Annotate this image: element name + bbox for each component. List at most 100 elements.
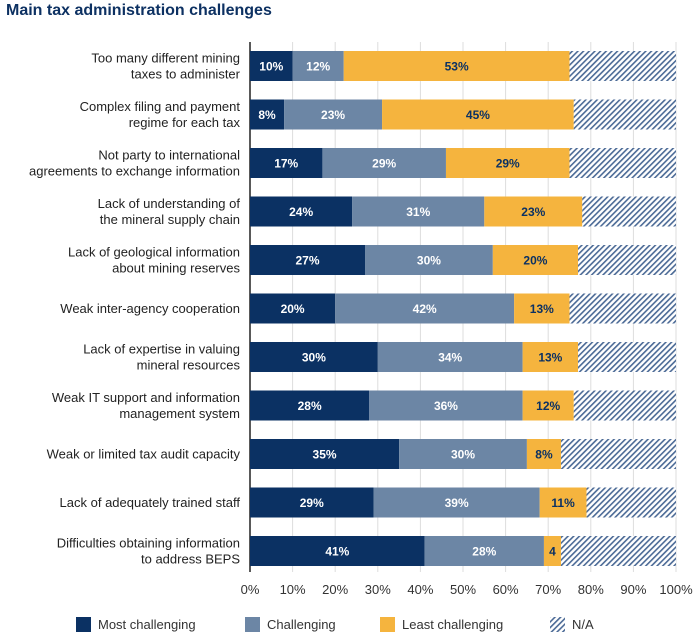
x-tick-label: 0%: [241, 582, 260, 597]
x-tick-label: 80%: [578, 582, 604, 597]
category-label: Weak inter-agency cooperation: [60, 301, 240, 316]
bar-segment: [424, 536, 544, 566]
data-label: 13%: [538, 351, 562, 365]
x-tick-label: 90%: [620, 582, 646, 597]
x-tick-label: 100%: [659, 582, 693, 597]
data-label: 28%: [472, 545, 496, 559]
category-label: Lack of geological information: [68, 245, 240, 260]
bar-segment: [250, 536, 425, 566]
bar-segment: [569, 293, 676, 324]
category-label: Lack of expertise in valuing: [83, 342, 240, 357]
data-label: 20%: [281, 302, 305, 316]
bar-segment: [250, 390, 370, 421]
bar-segment: [250, 51, 293, 81]
data-label: 29%: [496, 157, 520, 171]
legend-swatch: [550, 617, 565, 632]
bar-segment: [526, 439, 561, 469]
legend-label: Most challenging: [98, 617, 196, 632]
category-label: Difficulties obtaining information: [57, 536, 240, 551]
data-label: 45%: [466, 108, 490, 122]
data-label: 29%: [372, 157, 396, 171]
data-label: 30%: [417, 254, 441, 268]
bar-segment: [560, 439, 676, 469]
category-label: Lack of understanding of: [98, 196, 241, 211]
bar-segment: [492, 245, 579, 275]
x-tick-label: 60%: [493, 582, 519, 597]
bar-segment: [250, 293, 336, 324]
bar-segment: [569, 148, 676, 178]
data-label: 13%: [530, 302, 554, 316]
x-tick-label: 10%: [280, 582, 306, 597]
category-label: regime for each tax: [129, 115, 241, 130]
x-tick-label: 40%: [407, 582, 433, 597]
x-tick-label: 30%: [365, 582, 391, 597]
bar-segment: [569, 51, 676, 81]
bar-segment: [250, 342, 378, 372]
bar-segment: [382, 99, 574, 130]
bar-segment: [399, 439, 527, 469]
data-label: 29%: [300, 496, 324, 510]
data-label: 17%: [274, 157, 298, 171]
legend-swatch: [245, 617, 260, 632]
data-label: 34%: [438, 351, 462, 365]
bar-segment: [250, 99, 285, 130]
category-label: the mineral supply chain: [100, 212, 240, 227]
bar-segment: [373, 487, 540, 518]
category-label: Not party to international: [98, 148, 240, 163]
data-label: 53%: [445, 60, 469, 74]
data-label: 12%: [536, 399, 560, 413]
bar-segment: [578, 245, 676, 275]
data-label: 39%: [445, 496, 469, 510]
bar-segment: [250, 439, 400, 469]
category-label: about mining reserves: [112, 261, 240, 276]
bar-segment: [514, 293, 570, 324]
category-label: Too many different mining: [91, 51, 240, 66]
category-label: management system: [119, 406, 240, 421]
data-label: 12%: [306, 60, 330, 74]
category-label: to address BEPS: [141, 552, 240, 567]
legend-label: Challenging: [267, 617, 336, 632]
bar-segment: [573, 99, 676, 130]
category-label: Weak or limited tax audit capacity: [47, 447, 241, 462]
bar-segment: [292, 51, 344, 81]
bar-segment: [522, 342, 579, 372]
data-label: 30%: [302, 351, 326, 365]
data-label: 41%: [325, 545, 349, 559]
data-label: 11%: [551, 496, 575, 510]
data-label: 30%: [451, 448, 475, 462]
bar-segment: [586, 487, 676, 518]
data-label: 4: [549, 545, 556, 559]
bar-segment: [250, 148, 323, 178]
data-label: 8%: [258, 108, 276, 122]
bar-segment: [335, 293, 515, 324]
data-label: 28%: [298, 399, 322, 413]
chart-title: Main tax administration challenges: [6, 2, 272, 19]
legend-label: N/A: [572, 617, 594, 632]
data-label: 31%: [406, 205, 430, 219]
data-label: 24%: [289, 205, 313, 219]
bar-segment: [250, 245, 366, 275]
data-label: 27%: [295, 254, 319, 268]
bar-segment: [250, 196, 353, 227]
legend-swatch: [76, 617, 91, 632]
bar-segment: [369, 390, 523, 421]
legend-label: Least challenging: [402, 617, 503, 632]
bar-segment: [560, 536, 676, 566]
category-label: Lack of adequately trained staff: [60, 495, 241, 510]
bar-segment: [343, 51, 570, 81]
x-tick-label: 70%: [535, 582, 561, 597]
bar-segment: [365, 245, 493, 275]
data-label: 35%: [313, 448, 337, 462]
bar-segment: [250, 487, 374, 518]
bar-segment: [539, 487, 587, 518]
bar-segment: [543, 536, 561, 566]
bar-segment: [352, 196, 485, 227]
category-label: Complex filing and payment: [80, 99, 241, 114]
bar-segment: [484, 196, 583, 227]
bar-segment: [284, 99, 383, 130]
bar-segment: [522, 390, 574, 421]
data-label: 36%: [434, 399, 458, 413]
bar-segment: [573, 390, 676, 421]
